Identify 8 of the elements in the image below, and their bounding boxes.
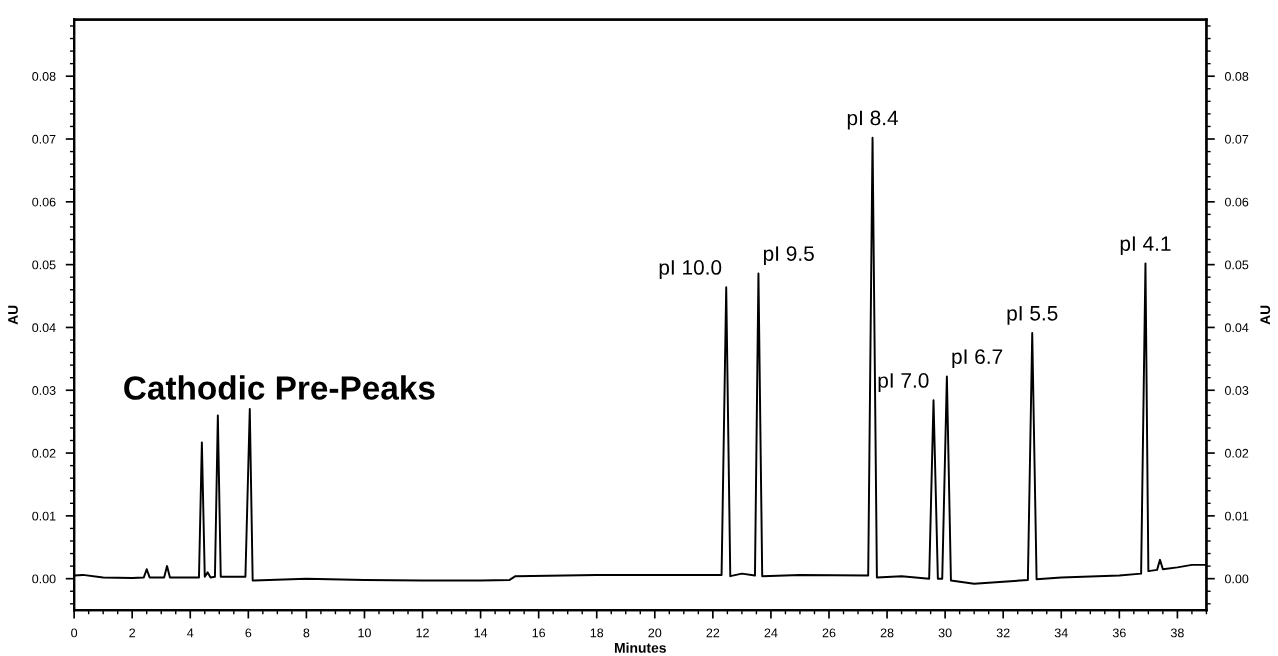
annotation: pI 4.1 bbox=[1120, 236, 1171, 256]
annotation: pI 6.7 bbox=[952, 349, 1003, 369]
annotation: pI 7.0 bbox=[878, 373, 929, 392]
annotation: pI 9.5 bbox=[763, 246, 814, 266]
annotation: pI 10.0 bbox=[659, 260, 722, 279]
annotation: pI 8.4 bbox=[847, 110, 898, 130]
annotation: Cathodic Pre-Peaks bbox=[124, 375, 435, 400]
annotation: pI 5.5 bbox=[1007, 306, 1058, 325]
